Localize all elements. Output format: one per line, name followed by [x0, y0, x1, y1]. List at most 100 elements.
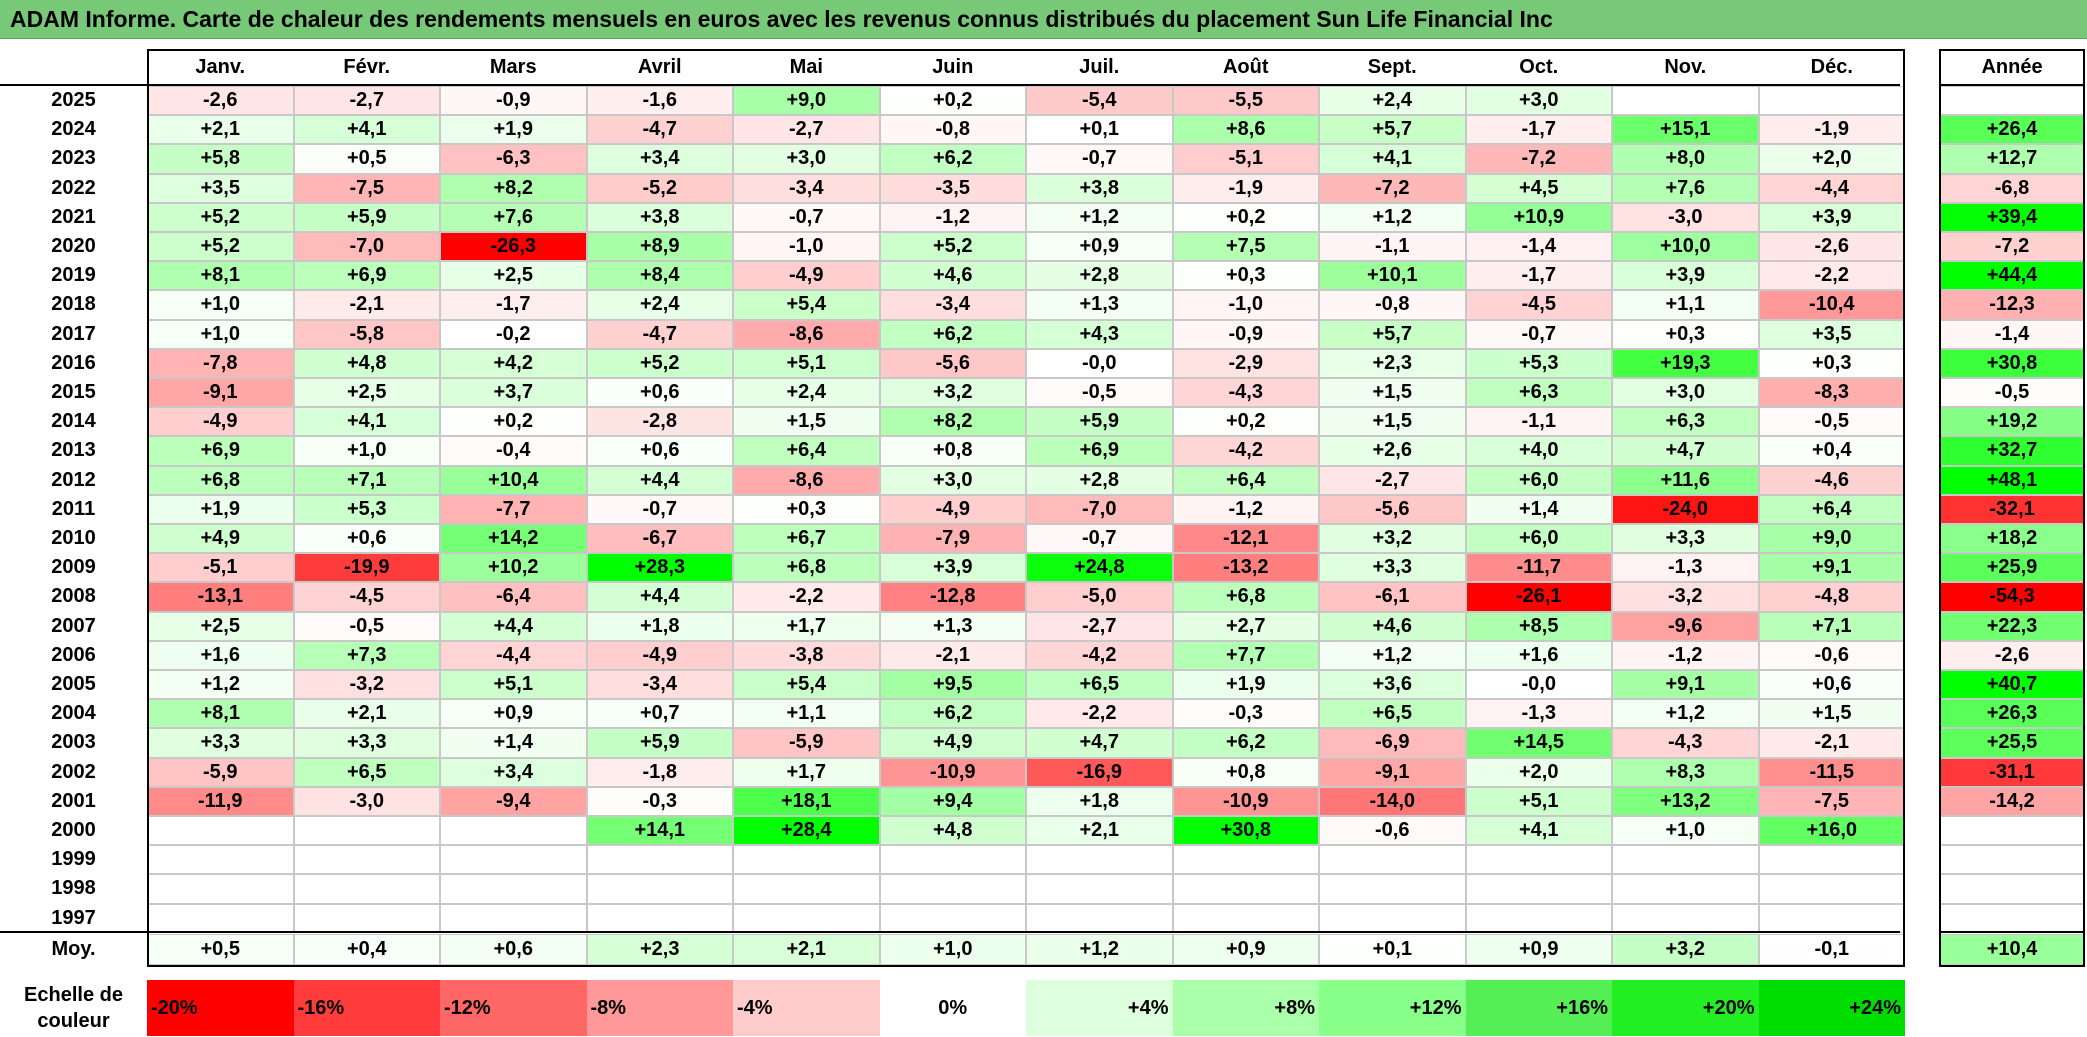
heatmap-cell: +4,9 [147, 524, 294, 554]
heatmap-cell: +9,0 [1758, 524, 1905, 554]
heatmap-cell: +1,2 [1612, 699, 1759, 729]
heatmap-cell: +4,6 [879, 261, 1026, 291]
heatmap-cell: -24,0 [1612, 494, 1759, 524]
heatmap-cell [1465, 845, 1612, 875]
heatmap-cell [293, 874, 440, 904]
heatmap-cell [1612, 86, 1759, 116]
column-header: Sept. [1367, 56, 1417, 78]
year-label: 2001 [51, 789, 96, 812]
annual-cell: -7,2 [1939, 232, 2085, 262]
heatmap-cell: +4,2 [440, 348, 587, 378]
heatmap-cell: +5,1 [440, 670, 587, 700]
heatmap-cell: -1,7 [1465, 115, 1612, 145]
average-cell: +0,9 [1465, 934, 1612, 965]
average-cell: +1,2 [1026, 934, 1173, 965]
average-cell: +3,2 [1612, 934, 1759, 965]
heatmap-cell: +0,2 [440, 407, 587, 437]
heatmap-cell: +13,2 [1612, 786, 1759, 816]
heatmap-cell: +2,1 [1026, 816, 1173, 846]
year-label: 2016 [51, 351, 96, 374]
heatmap-cell: +6,2 [1172, 728, 1319, 758]
heatmap-cell: -1,9 [1758, 115, 1905, 145]
heatmap-cell: -0,6 [1319, 816, 1466, 846]
heatmap-cell: -10,4 [1758, 290, 1905, 320]
annual-cell: +26,4 [1939, 115, 2085, 145]
year-label: 2019 [51, 264, 96, 287]
heatmap-cell: +7,1 [1758, 611, 1905, 641]
heatmap-cell [733, 874, 880, 904]
heatmap-cell: -4,4 [440, 640, 587, 670]
heatmap-cell: +6,7 [733, 524, 880, 554]
annual-cell: -14,2 [1939, 786, 2085, 816]
heatmap-cell: -1,2 [879, 202, 1026, 232]
heatmap-cell: +28,3 [586, 553, 733, 583]
heatmap-cell: -0,7 [733, 202, 880, 232]
average-cell: +0,4 [293, 934, 440, 965]
heatmap-cell: +0,7 [586, 699, 733, 729]
heatmap-cell: +8,4 [586, 261, 733, 291]
heatmap-cell [1319, 903, 1466, 933]
heatmap-cell: -7,5 [293, 173, 440, 203]
heatmap-cell: -0,7 [1026, 144, 1173, 174]
heatmap-cell [879, 845, 1026, 875]
heatmap-cell: -1,9 [1172, 173, 1319, 203]
legend-swatch: -12% [440, 980, 587, 1036]
average-label: Moy. [51, 938, 96, 960]
heatmap-cell: -6,1 [1319, 582, 1466, 612]
page-title: ADAM Informe. Carte de chaleur des rende… [0, 0, 2087, 39]
heatmap-cell: +2,4 [1319, 86, 1466, 116]
heatmap-cell: +0,3 [1172, 261, 1319, 291]
heatmap-cell: +0,1 [1026, 115, 1173, 145]
heatmap-cell: +6,4 [1172, 465, 1319, 495]
heatmap-cell: +6,8 [1172, 582, 1319, 612]
heatmap-cell: -4,2 [1172, 436, 1319, 466]
heatmap-cell: +4,4 [586, 582, 733, 612]
heatmap-cell: -0,0 [1465, 670, 1612, 700]
heatmap-cell: +0,5 [293, 144, 440, 174]
annual-cell: +18,2 [1939, 524, 2085, 554]
heatmap-cell: +1,9 [147, 494, 294, 524]
heatmap-cell [147, 845, 294, 875]
year-label: 2007 [51, 614, 96, 637]
heatmap-cell [1026, 845, 1173, 875]
heatmap-cell: +1,2 [1026, 202, 1173, 232]
heatmap-cell: -2,2 [1026, 699, 1173, 729]
legend-swatch: +4% [1026, 980, 1173, 1036]
heatmap-cell: +5,2 [147, 202, 294, 232]
heatmap-cell: -5,6 [879, 348, 1026, 378]
heatmap-cell: -26,3 [440, 232, 587, 262]
heatmap-cell: -1,1 [1319, 232, 1466, 262]
column-header: Juil. [1079, 56, 1120, 78]
heatmap-cell: -2,9 [1172, 348, 1319, 378]
heatmap-cell: +1,0 [147, 290, 294, 320]
heatmap-cell: +1,5 [733, 407, 880, 437]
heatmap-cell: -10,9 [1172, 786, 1319, 816]
heatmap-cell: +14,2 [440, 524, 587, 554]
heatmap-cell: +8,1 [147, 699, 294, 729]
heatmap-cell: -7,7 [440, 494, 587, 524]
year-label: 2008 [51, 585, 96, 608]
heatmap-cell: -5,1 [147, 553, 294, 583]
year-label: 2005 [51, 673, 96, 696]
heatmap-cell: +7,1 [293, 465, 440, 495]
heatmap-cell: +6,0 [1465, 465, 1612, 495]
heatmap-cell: +2,8 [1026, 261, 1173, 291]
average-cell: +2,1 [733, 934, 880, 965]
heatmap-cell: +1,1 [1612, 290, 1759, 320]
heatmap-cell: +2,5 [293, 378, 440, 408]
heatmap-cell: -6,7 [586, 524, 733, 554]
heatmap-cell: -4,9 [586, 640, 733, 670]
heatmap-cell: +5,1 [1465, 786, 1612, 816]
heatmap-cell: -0,6 [1758, 640, 1905, 670]
heatmap-cell: -9,6 [1612, 611, 1759, 641]
heatmap-cell [1319, 874, 1466, 904]
heatmap-cell: -0,9 [440, 86, 587, 116]
year-label: 1997 [51, 906, 96, 929]
heatmap-cell: -3,8 [733, 640, 880, 670]
heatmap-cell: -5,5 [1172, 86, 1319, 116]
annual-cell: -54,3 [1939, 582, 2085, 612]
heatmap-cell: -2,1 [879, 640, 1026, 670]
year-label: 1999 [51, 848, 96, 871]
heatmap-cell: +3,2 [879, 378, 1026, 408]
